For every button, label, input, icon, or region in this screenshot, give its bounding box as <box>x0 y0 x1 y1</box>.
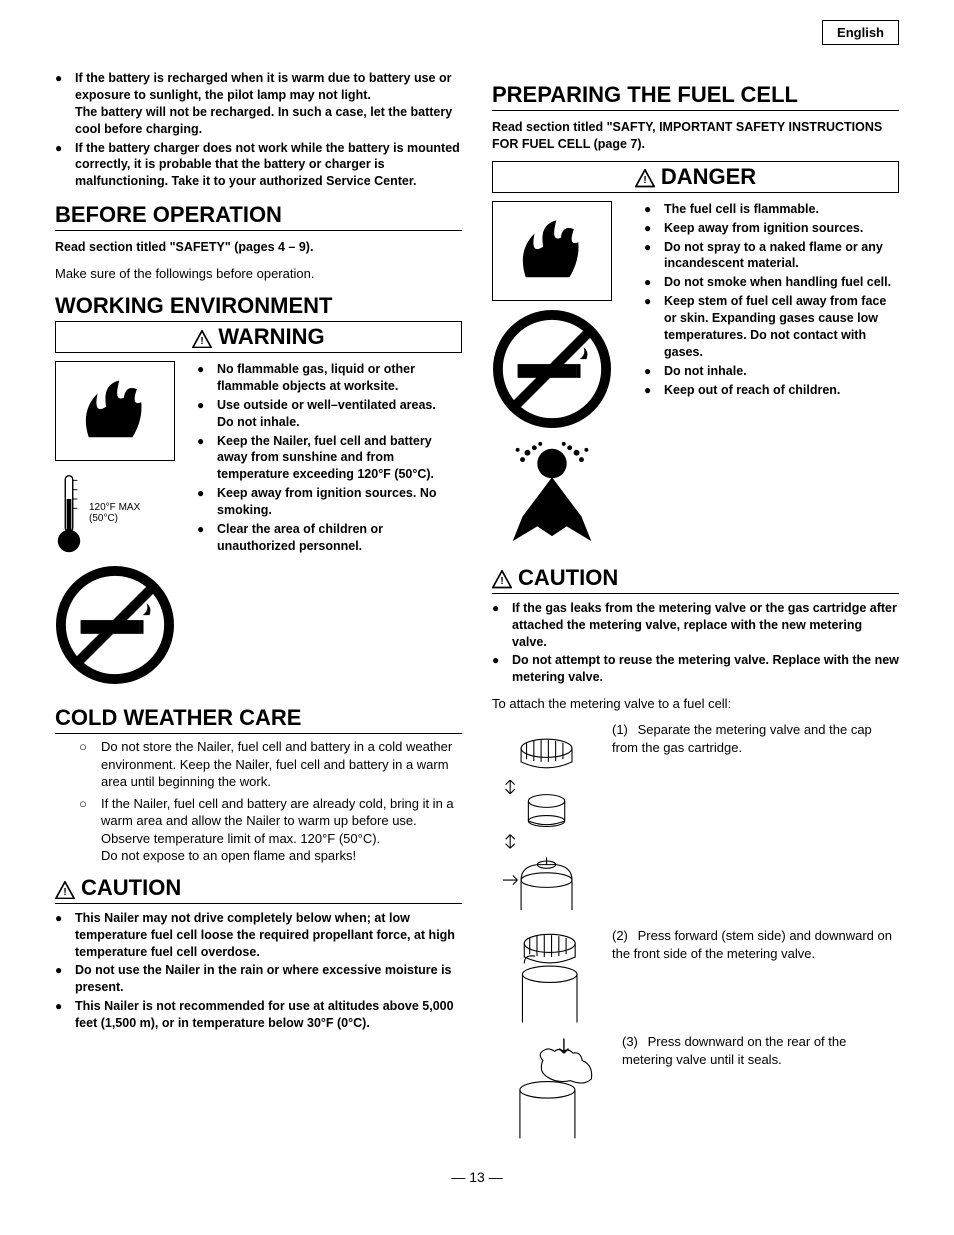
step-1-text: (1) Separate the metering valve and the … <box>612 721 899 921</box>
flame-icon <box>55 361 175 461</box>
danger-icons <box>492 201 632 555</box>
warning-triangle-icon: ! <box>55 879 75 897</box>
svg-text:!: ! <box>63 887 66 898</box>
battery-notes-list: If the battery is recharged when it is w… <box>55 70 462 190</box>
bullet-item: This Nailer may not drive completely bel… <box>55 910 462 961</box>
bullet-item: Use outside or well–ventilated areas. Do… <box>197 397 462 431</box>
bullet-item: Do not smoke when handling fuel cell. <box>644 274 899 291</box>
before-operation-body: Make sure of the followings before opera… <box>55 266 462 281</box>
manual-page: English If the battery is recharged when… <box>0 0 954 1205</box>
step-number: (3) <box>622 1033 644 1051</box>
danger-bullets: The fuel cell is flammable. Keep away fr… <box>644 201 899 555</box>
no-smoking-icon <box>492 309 612 429</box>
preparing-fuel-cell-heading: PREPARING THE FUEL CELL <box>492 82 899 111</box>
bullet-item: Keep stem of fuel cell away from face or… <box>644 293 899 361</box>
bullet-item: Keep away from ignition sources. <box>644 220 899 237</box>
bullet-item: Clear the area of children or unauthoriz… <box>197 521 462 555</box>
inhalation-hazard-icon <box>492 437 612 547</box>
svg-text:!: ! <box>643 176 646 187</box>
warning-bullets: No flammable gas, liquid or other flamma… <box>197 361 462 693</box>
warning-triangle-icon: ! <box>192 328 212 346</box>
caution-label: CAUTION <box>518 565 618 591</box>
step-3-text: (3) Press downward on the rear of the me… <box>622 1033 899 1143</box>
working-environment-heading: WORKING ENVIRONMENT <box>55 293 462 321</box>
step-3-figure <box>492 1033 612 1143</box>
bullet-item: The fuel cell is flammable. <box>644 201 899 218</box>
bullet-item: Keep the Nailer, fuel cell and battery a… <box>197 433 462 484</box>
warning-triangle-icon: ! <box>635 168 655 186</box>
step-3: (3) Press downward on the rear of the me… <box>492 1033 899 1143</box>
flame-icon <box>492 201 612 301</box>
caution-bullets-right: If the gas leaks from the metering valve… <box>492 600 899 686</box>
step-number: (2) <box>612 927 634 945</box>
cold-weather-list: Do not store the Nailer, fuel cell and b… <box>75 738 462 865</box>
danger-label: DANGER <box>661 164 756 190</box>
cold-weather-heading: COLD WEATHER CARE <box>55 705 462 734</box>
step-body: Press forward (stem side) and downward o… <box>612 928 892 961</box>
thermometer-block: 120°F MAX (50°C) <box>55 469 185 557</box>
list-item: Do not store the Nailer, fuel cell and b… <box>75 738 462 791</box>
step-body: Separate the metering valve and the cap … <box>612 722 872 755</box>
danger-callout-header: ! DANGER <box>492 161 899 193</box>
list-item: If the Nailer, fuel cell and battery are… <box>75 795 462 865</box>
warning-triangle-icon: ! <box>492 569 512 587</box>
step-1-figure <box>492 721 602 921</box>
bullet-item: Keep out of reach of children. <box>644 382 899 399</box>
temperature-label: 120°F MAX (50°C) <box>89 502 140 524</box>
safety-reference-fuel: Read section titled "SAFTY, IMPORTANT SA… <box>492 119 899 153</box>
svg-text:!: ! <box>201 336 204 347</box>
thermometer-icon <box>55 469 83 557</box>
bullet-item: This Nailer is not recommended for use a… <box>55 998 462 1032</box>
bullet-item: If the battery is recharged when it is w… <box>55 70 462 138</box>
warning-icons: 120°F MAX (50°C) <box>55 361 185 693</box>
bullet-item: No flammable gas, liquid or other flamma… <box>197 361 462 395</box>
bullet-item: If the battery charger does not work whi… <box>55 140 462 191</box>
step-2-text: (2) Press forward (stem side) and downwa… <box>612 927 899 1027</box>
no-smoking-icon <box>55 565 175 685</box>
right-column: PREPARING THE FUEL CELL Read section tit… <box>492 70 899 1149</box>
left-column: If the battery is recharged when it is w… <box>55 70 462 1149</box>
bullet-item: If the gas leaks from the metering valve… <box>492 600 899 651</box>
step-2: (2) Press forward (stem side) and downwa… <box>492 927 899 1027</box>
attach-intro: To attach the metering valve to a fuel c… <box>492 696 899 711</box>
bullet-item: Do not use the Nailer in the rain or whe… <box>55 962 462 996</box>
caution-bullets-left: This Nailer may not drive completely bel… <box>55 910 462 1032</box>
svg-text:!: ! <box>500 577 503 588</box>
step-2-figure <box>492 927 602 1027</box>
warning-label: WARNING <box>218 324 324 350</box>
step-number: (1) <box>612 721 634 739</box>
language-label: English <box>822 20 899 45</box>
caution-callout-header: ! CAUTION <box>55 875 462 904</box>
caution-label: CAUTION <box>81 875 181 901</box>
bullet-item: Do not spray to a naked flame or any inc… <box>644 239 899 273</box>
bullet-item: Do not attempt to reuse the metering val… <box>492 652 899 686</box>
before-operation-heading: BEFORE OPERATION <box>55 202 462 231</box>
safety-reference: Read section titled "SAFETY" (pages 4 – … <box>55 239 462 256</box>
bullet-item: Keep away from ignition sources. No smok… <box>197 485 462 519</box>
warning-callout-header: ! WARNING <box>55 321 462 353</box>
caution-callout-header-right: ! CAUTION <box>492 565 899 594</box>
bullet-item: Do not inhale. <box>644 363 899 380</box>
page-number: — 13 — <box>55 1169 899 1185</box>
step-1: (1) Separate the metering valve and the … <box>492 721 899 921</box>
step-body: Press downward on the rear of the meteri… <box>622 1034 846 1067</box>
